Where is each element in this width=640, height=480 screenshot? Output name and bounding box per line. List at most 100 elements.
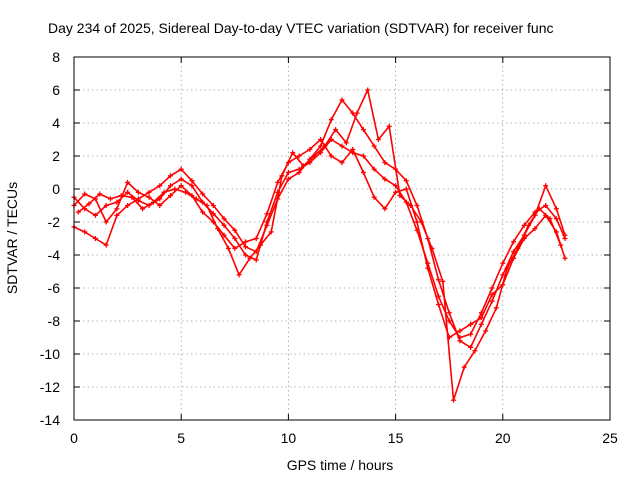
- data-point: [553, 216, 559, 222]
- data-point: [393, 189, 399, 195]
- data-point: [243, 244, 249, 250]
- data-point: [125, 203, 131, 208]
- data-point: [150, 199, 156, 205]
- data-point: [397, 193, 403, 199]
- data-point: [200, 191, 206, 197]
- data-point: [157, 183, 163, 189]
- data-point: [526, 222, 532, 228]
- data-point: [515, 245, 521, 251]
- data-point: [371, 166, 377, 172]
- data-point: [268, 229, 274, 235]
- data-point: [468, 344, 474, 350]
- data-point: [532, 226, 538, 232]
- data-point: [232, 245, 238, 251]
- data-point: [472, 348, 478, 354]
- data-point: [339, 160, 345, 166]
- y-tick-label: -4: [48, 247, 61, 263]
- data-point: [547, 216, 553, 222]
- y-tick-label: 6: [52, 82, 60, 98]
- data-point: [489, 298, 495, 304]
- data-point: [429, 245, 435, 251]
- data-point: [215, 226, 221, 232]
- data-point: [103, 219, 109, 225]
- series-track-2: [71, 97, 568, 350]
- data-point: [135, 189, 141, 195]
- data-point: [489, 285, 495, 291]
- data-point: [489, 292, 495, 298]
- data-point: [279, 173, 285, 179]
- data-point: [339, 97, 345, 103]
- data-point: [247, 255, 253, 261]
- data-point: [382, 206, 388, 212]
- y-tick-label: 0: [52, 181, 60, 197]
- series-track-4: [75, 87, 564, 403]
- data-point: [414, 203, 420, 208]
- y-tick-label: 2: [52, 148, 60, 164]
- data-point: [403, 186, 409, 192]
- data-point: [350, 110, 356, 116]
- tick-layer: [73, 56, 611, 421]
- data-point: [403, 178, 409, 184]
- chart-title: Day 234 of 2025, Sidereal Day-to-day VTE…: [48, 20, 554, 36]
- data-point: [243, 252, 249, 258]
- data-point: [457, 328, 463, 334]
- y-tick-label: -8: [48, 313, 61, 329]
- data-point: [92, 212, 98, 218]
- data-point: [536, 206, 542, 212]
- data-point: [146, 194, 152, 200]
- series-line: [73, 98, 566, 349]
- data-point: [425, 265, 431, 271]
- x-tick-label: 25: [602, 430, 618, 446]
- data-point: [440, 278, 446, 284]
- data-point: [408, 203, 414, 208]
- y-tick-label: 8: [52, 49, 60, 65]
- data-point: [167, 193, 173, 199]
- x-axis-label: GPS time / hours: [287, 457, 394, 473]
- data-point: [135, 196, 141, 202]
- data-point: [311, 153, 317, 159]
- data-point: [125, 179, 131, 185]
- data-point: [350, 146, 356, 152]
- data-point: [328, 153, 334, 159]
- data-point: [511, 239, 517, 245]
- data-point: [553, 206, 559, 212]
- data-point: [236, 272, 242, 278]
- data-point: [318, 143, 324, 149]
- x-tick-label: 20: [495, 430, 511, 446]
- data-point: [243, 239, 249, 245]
- data-point: [107, 196, 113, 202]
- y-axis-label: SDTVAR / TECUs: [4, 182, 20, 294]
- data-point: [82, 191, 88, 197]
- data-point: [360, 170, 366, 175]
- y-tick-label: -14: [40, 412, 60, 428]
- data-point: [296, 153, 302, 159]
- data-point: [386, 123, 392, 129]
- data-point: [129, 194, 135, 200]
- data-point: [371, 194, 377, 200]
- data-point: [339, 143, 345, 149]
- tick-label-layer: 0 5 10 15 20 25 -14 -12 -10 -8 -6 -4 -2 0 2 4 6 8: [40, 49, 618, 446]
- data-point: [178, 176, 184, 182]
- data-point: [92, 236, 98, 241]
- data-point: [446, 310, 452, 316]
- y-tick-label: -12: [40, 379, 60, 395]
- data-point: [210, 211, 216, 217]
- data-point: [182, 189, 188, 195]
- data-point: [82, 229, 88, 235]
- data-point: [253, 257, 259, 263]
- data-point: [414, 219, 420, 225]
- data-point: [371, 143, 377, 149]
- data-point: [483, 328, 489, 334]
- series-layer: [71, 87, 568, 403]
- data-point: [189, 183, 195, 189]
- data-point: [140, 206, 146, 212]
- data-point: [322, 143, 328, 149]
- data-point: [296, 170, 302, 175]
- data-point: [450, 397, 456, 403]
- data-point: [562, 232, 568, 238]
- series-line: [73, 138, 566, 339]
- data-point: [221, 222, 227, 228]
- series-track-3: [71, 137, 568, 340]
- data-point: [562, 255, 568, 261]
